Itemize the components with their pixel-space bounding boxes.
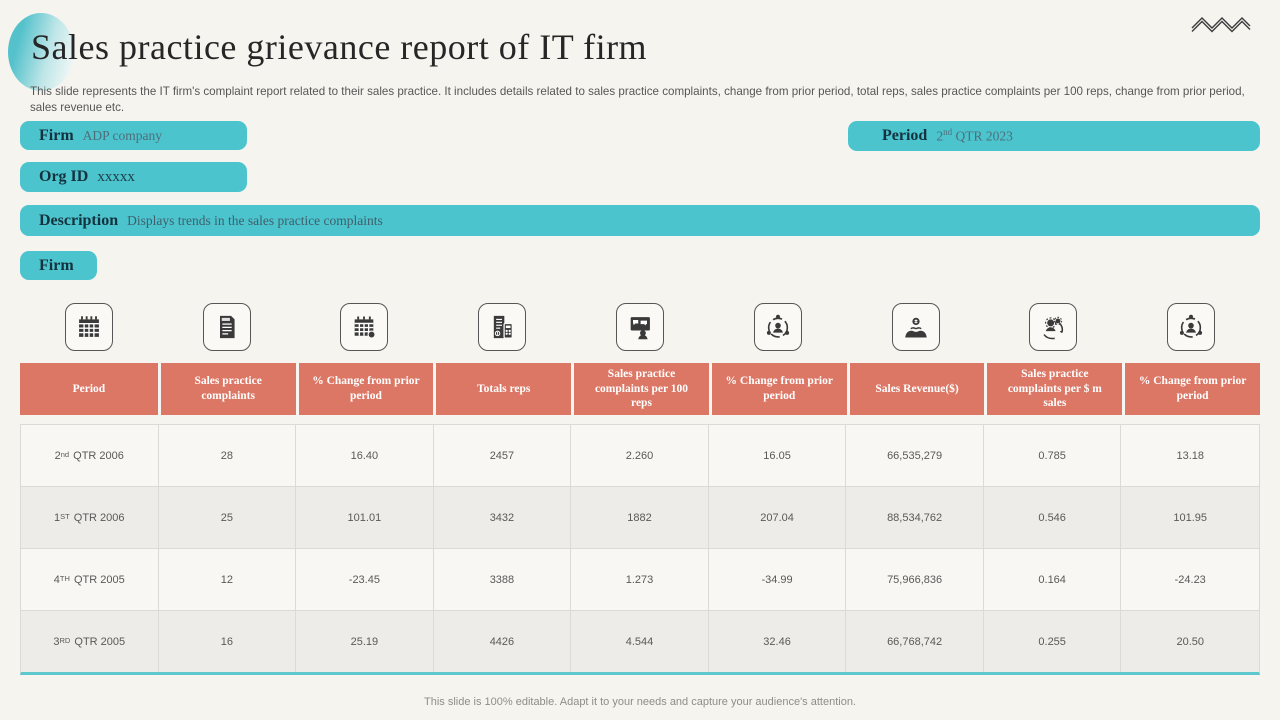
cell-value: 66,768,742 (846, 611, 984, 672)
cell-value: 88,534,762 (846, 487, 984, 548)
cell-value: 25.19 (296, 611, 434, 672)
cell-value: 13.18 (1176, 449, 1204, 462)
org-id-value: xxxxx (97, 168, 135, 185)
cell-period: 4 TH QTR 2005 (21, 549, 159, 610)
cell-value: 0.255 (984, 611, 1122, 672)
period-value: 2nd QTR 2023 (936, 127, 1013, 144)
cell-value: -34.99 (709, 549, 847, 610)
column-header-4: Totals reps (433, 363, 572, 415)
cell-value: 4426 (434, 611, 572, 672)
column-header-1: Period (20, 363, 158, 415)
description-value: Displays trends in the sales practice co… (127, 212, 383, 228)
cell-value: 3432 (434, 487, 572, 548)
cell-value: 75,966,836 (846, 549, 984, 610)
cell-period: 3 RD QTR 2005 (21, 611, 159, 672)
period-label: Period (882, 127, 928, 144)
zigzag-logo-icon (1190, 12, 1252, 41)
column-header-3: % Change from prior period (295, 363, 434, 415)
calendar-date-icon (340, 303, 389, 351)
column-header-8: Sales practice complaints per $ m sales (984, 363, 1123, 415)
cell-value: 4.544 (571, 611, 709, 672)
cell-value: 32.46 (709, 611, 847, 672)
org-id-badge: Org ID xxxxx (20, 162, 247, 192)
column-header-5: Sales practice complaints per 100 reps (571, 363, 709, 415)
user-orbit-icon (753, 303, 802, 351)
hands-money-icon (891, 303, 940, 351)
cell-value: 0.546 (984, 487, 1122, 548)
column-header-9: % Change from prior period (1122, 363, 1260, 415)
cell-value: 28 (159, 425, 297, 486)
cell-value: 1.273 (571, 549, 709, 610)
cell-value: 1882 (571, 487, 709, 548)
report-table: Period Sales practice complaints% Change … (20, 303, 1260, 675)
cell-value: 0.785 (984, 425, 1122, 486)
description-label: Description (39, 211, 119, 229)
cell-value: -23.45 (296, 549, 434, 610)
calendar-icon (64, 303, 113, 351)
firm-section-badge: Firm (20, 251, 97, 280)
cell-value: 16.05 (709, 425, 847, 486)
org-id-label: Org ID (39, 168, 89, 185)
decorative-gradient-circle (8, 13, 74, 91)
column-header-6: % Change from prior period (708, 363, 847, 415)
cell-period: 1 ST QTR 2006 (21, 487, 159, 548)
table-row: 1 ST QTR 2006 25 101.01 3432 1882 207.04 88,534… (21, 487, 1259, 549)
column-header-7: Sales Revenue($) (846, 363, 985, 415)
firm-section-label: Firm (39, 256, 74, 274)
table-icon-row (20, 303, 1260, 351)
table-header-row: Period Sales practice complaints% Change … (20, 363, 1260, 415)
cell-value: 207.04 (709, 487, 847, 548)
firm-value: ADP company (82, 127, 163, 143)
cell-value: 2.260 (571, 425, 709, 486)
page-title: Sales practice grievance report of IT fi… (31, 27, 648, 67)
firm-label: Firm (39, 126, 74, 144)
cell-value: 3388 (434, 549, 572, 610)
user-orbit-icon (1167, 303, 1216, 351)
cell-value: 12 (159, 549, 297, 610)
cell-value: -24.23 (1174, 573, 1206, 586)
cell-value: 16 (159, 611, 297, 672)
cell-value: 101.01 (296, 487, 434, 548)
period-badge: Period 2nd QTR 2023 (848, 121, 1260, 151)
slide-description-text: This slide represents the IT firm's comp… (30, 85, 1245, 114)
firm-badge: Firm ADP company (20, 121, 247, 150)
description-badge: Description Displays trends in the sales… (20, 205, 1260, 236)
cell-value: 0.164 (984, 549, 1122, 610)
cell-value: 16.40 (296, 425, 434, 486)
invoice-calculator-icon (478, 303, 527, 351)
table-row: 4 TH QTR 2005 12 -23.45 3388 1.273 -34.99 75,96… (21, 549, 1259, 611)
presentation-feedback-icon (615, 303, 664, 351)
footer-note: This slide is 100% editable. Adapt it to… (424, 696, 856, 708)
report-document-icon (202, 303, 251, 351)
cell-value: 20.50 (1176, 635, 1204, 648)
cell-value: 2457 (434, 425, 572, 486)
user-gears-sync-icon (1029, 303, 1078, 351)
column-header-2: Sales practice complaints (157, 363, 296, 415)
table-row: 3 RD QTR 2005 16 25.19 4426 4.544 32.46 66,768,… (21, 611, 1259, 672)
cell-value: 66,535,279 (846, 425, 984, 486)
cell-value: 101.95 (1173, 511, 1208, 524)
cell-value: 25 (159, 487, 297, 548)
